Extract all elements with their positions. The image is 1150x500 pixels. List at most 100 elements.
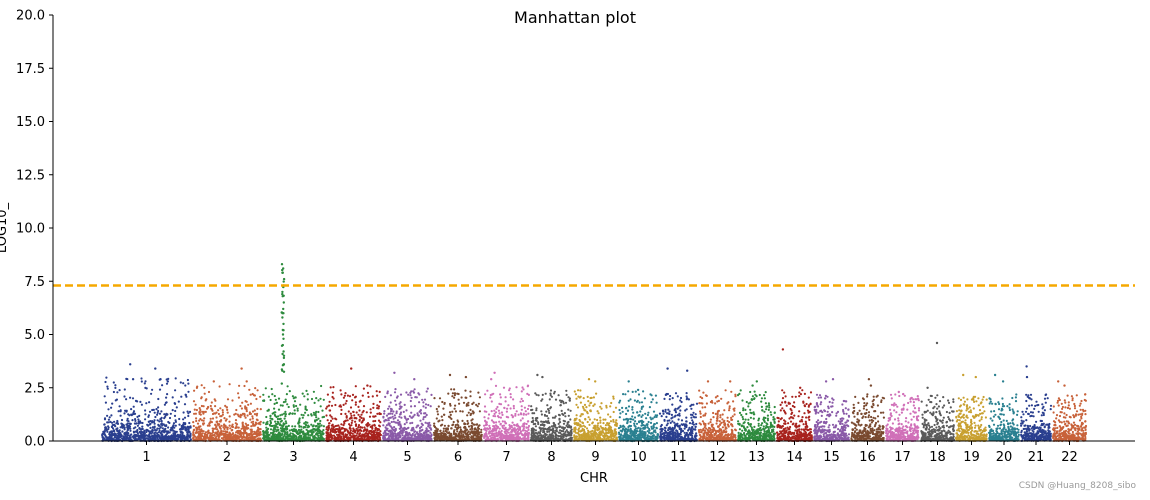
- snp-point: [509, 433, 512, 436]
- snp-point: [211, 417, 215, 420]
- snp-point: [393, 432, 396, 435]
- snp-point: [435, 407, 438, 411]
- snp-point: [204, 431, 208, 434]
- snp-point: [318, 425, 321, 428]
- snp-point: [292, 404, 295, 407]
- snp-peak-point: [280, 368, 284, 371]
- snp-point: [544, 433, 547, 437]
- snp-point: [344, 402, 347, 405]
- snp-point: [575, 397, 578, 400]
- snp-point: [387, 436, 390, 439]
- snp-point: [383, 420, 386, 423]
- snp-point: [122, 424, 125, 427]
- snp-peak-point: [448, 373, 452, 377]
- snp-point: [121, 430, 124, 433]
- snp-point: [216, 434, 220, 437]
- snp-point: [153, 432, 156, 435]
- snp-point: [547, 409, 551, 412]
- chr-4-points: [325, 367, 382, 443]
- snp-point: [478, 396, 481, 399]
- snp-point: [156, 432, 159, 435]
- snp-point: [195, 430, 198, 433]
- snp-point: [185, 395, 188, 398]
- snp-point: [224, 425, 227, 428]
- snp-point: [480, 428, 483, 431]
- snp-point: [182, 411, 185, 414]
- snp-point: [557, 394, 560, 397]
- snp-point: [498, 431, 501, 434]
- snp-point: [185, 436, 188, 439]
- snp-point: [570, 436, 574, 439]
- snp-point: [541, 393, 544, 396]
- snp-point: [237, 426, 240, 429]
- snp-point: [588, 404, 591, 407]
- snp-point: [517, 424, 520, 428]
- snp-point: [281, 413, 284, 416]
- snp-point: [433, 397, 436, 400]
- snp-point: [221, 411, 224, 414]
- snp-point: [423, 431, 426, 434]
- snp-point: [534, 422, 537, 425]
- snp-point: [495, 432, 498, 435]
- snp-point: [128, 425, 132, 428]
- snp-point: [489, 435, 492, 438]
- snp-point: [540, 436, 544, 439]
- snp-point: [540, 413, 544, 416]
- snp-point: [171, 427, 174, 430]
- snp-point: [532, 433, 536, 436]
- snp-point: [174, 431, 177, 434]
- snp-point: [172, 422, 176, 425]
- snp-point: [144, 386, 147, 389]
- snp-point: [544, 420, 548, 423]
- snp-point: [192, 424, 195, 428]
- snp-point: [422, 418, 425, 421]
- snp-point: [110, 431, 113, 434]
- snp-point: [557, 422, 560, 425]
- snp-point: [552, 427, 555, 430]
- snp-point: [355, 411, 358, 414]
- snp-point: [308, 430, 311, 433]
- snp-point: [172, 435, 175, 438]
- snp-point: [473, 427, 476, 430]
- snp-point: [156, 427, 159, 430]
- snp-point: [150, 392, 153, 395]
- snp-peak-point: [282, 307, 285, 311]
- snp-point: [282, 422, 285, 425]
- snp-point: [591, 422, 594, 425]
- snp-point: [317, 423, 320, 426]
- snp-point: [562, 422, 566, 425]
- snp-point: [580, 429, 583, 432]
- snp-point: [500, 429, 503, 432]
- snp-point: [157, 406, 160, 409]
- snp-point: [554, 433, 557, 436]
- snp-point: [198, 437, 201, 440]
- snp-point: [235, 408, 238, 412]
- snp-point: [483, 410, 486, 413]
- snp-point: [328, 422, 331, 425]
- snp-point: [174, 419, 177, 422]
- snp-point: [443, 413, 446, 416]
- snp-point: [483, 405, 487, 408]
- snp-point: [208, 438, 211, 441]
- snp-point: [376, 412, 379, 415]
- snp-point: [297, 428, 301, 431]
- snp-point: [573, 434, 576, 437]
- snp-point: [106, 385, 109, 388]
- snp-point: [470, 419, 473, 422]
- snp-point: [342, 396, 345, 399]
- snp-point: [294, 428, 298, 432]
- snp-point: [309, 438, 312, 441]
- snp-point: [566, 434, 570, 437]
- snp-point: [179, 381, 182, 384]
- snp-point: [485, 423, 488, 426]
- snp-point: [458, 433, 461, 436]
- snp-point: [353, 434, 356, 437]
- snp-point: [244, 400, 247, 403]
- snp-point: [409, 394, 412, 397]
- snp-point: [178, 417, 181, 421]
- snp-point: [372, 406, 375, 409]
- snp-point: [268, 433, 271, 436]
- snp-point: [584, 417, 587, 421]
- snp-point: [396, 419, 400, 422]
- snp-point: [172, 429, 175, 432]
